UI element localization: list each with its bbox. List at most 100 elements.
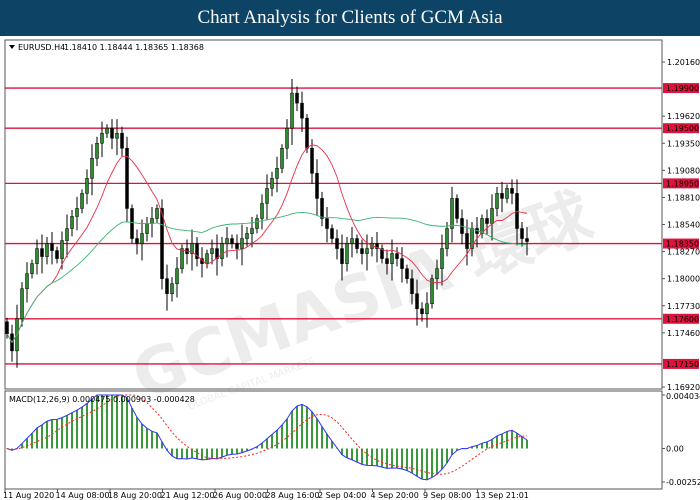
fast-moving-average-line [6,144,528,344]
macd-histogram-bar [506,431,508,449]
macd-histogram-bar [46,421,48,449]
macd-histogram-bar [126,397,128,449]
macd-histogram-bar [21,443,23,449]
macd-y-tick-label: 0.004034 [666,392,700,401]
bear-candle [305,117,309,149]
bull-candle [480,218,484,234]
bull-candle [190,243,194,254]
bull-candle [140,233,144,244]
macd-histogram-bar [226,448,228,456]
bear-candle [500,193,504,199]
macd-histogram-bar [306,406,308,449]
macd-histogram-bar [496,435,498,449]
bull-candle [435,268,439,279]
bull-candle [245,233,249,239]
macd-histogram-bar [141,423,143,449]
macd-histogram-bar [391,448,393,469]
macd-histogram-bar [91,399,93,449]
bull-candle [145,223,149,234]
macd-histogram-bar [511,430,513,449]
macd-histogram-bar [201,448,203,460]
bear-candle [420,308,424,315]
macd-histogram-bar [421,448,423,480]
macd-histogram-bar [326,434,328,449]
bear-candle [415,293,419,310]
bull-candle [220,243,224,259]
bull-candle [450,198,454,229]
macd-histogram-bar [156,432,158,449]
bull-candle [495,193,499,209]
bear-candle [195,243,199,259]
bull-candle [20,288,24,320]
macd-histogram-bar [191,448,193,459]
macd-histogram-bar [456,448,458,451]
macd-histogram-bar [61,417,63,449]
macd-histogram-bar [176,448,178,459]
level-price-badge [663,358,699,369]
macd-histogram-bar [486,441,488,449]
bull-candle [180,248,184,269]
x-tick-label: 11 Aug 2020 [3,491,54,500]
bull-candle [290,92,294,129]
level-price-label: 1.18350 [666,240,699,249]
macd-histogram-bar [286,418,288,449]
bull-candle [425,303,429,315]
macd-histogram-bar [196,448,198,459]
macd-histogram-bar [151,431,153,449]
bear-candle [375,243,379,249]
bear-candle [380,248,384,259]
level-price-label: 1.19500 [666,124,699,133]
bull-candle [155,208,159,219]
y-tick-label: 1.17730 [667,302,700,311]
x-tick-label: 2 Sep 04:00 [318,491,366,500]
bull-candle [210,248,214,254]
bull-candle [45,243,49,257]
macd-histogram-bar [106,395,108,449]
macd-histogram-bar [96,395,98,449]
macd-histogram-bar [216,448,218,459]
macd-histogram-bar [516,433,518,449]
macd-histogram-bar [121,395,123,449]
macd-histogram-bar [491,439,493,449]
macd-histogram-bar [331,441,333,449]
y-tick-label: 1.16920 [667,383,700,392]
macd-histogram-bar [281,424,283,449]
macd-histogram-bar [271,434,273,449]
bull-candle [170,283,174,294]
macd-histogram-bar [451,448,453,455]
macd-histogram-bar [291,410,293,449]
macd-histogram-bar [371,448,373,466]
macd-histogram-bar [416,448,418,477]
bull-candle [265,188,269,204]
macd-histogram-bar [276,430,278,449]
quote-readout: 1.18410 1.18444 1.18365 1.18368 [64,43,204,52]
bear-candle [455,198,459,219]
bull-candle [260,203,264,219]
bear-candle [295,92,299,104]
bear-candle [485,218,489,224]
page-title: Chart Analysis for Clients of GCM Asia [0,0,700,36]
bear-candle [525,238,529,242]
bear-candle [5,321,9,335]
macd-histogram-bar [246,448,248,451]
macd-histogram-bar [101,395,103,449]
bull-candle [100,132,104,144]
macd-histogram-bar [256,446,258,449]
watermark-text: GCMASIA 環球 [123,180,603,415]
bear-candle [230,238,234,244]
macd-histogram-bar [366,448,368,466]
macd-label: MACD(12,26,9) 0.000475 0.000903 -0.00042… [9,395,195,404]
macd-histogram-bar [261,443,263,449]
bear-candle [40,248,44,257]
macd-histogram-bar [31,433,33,449]
dropdown-triangle-icon[interactable] [9,45,15,49]
main-panel-frame [4,39,663,390]
x-tick-label: 21 Aug 12:00 [161,491,215,500]
macd-histogram-bar [521,436,523,449]
bear-candle [400,258,404,269]
y-tick-label: 1.18810 [667,193,700,202]
bear-candle [120,132,124,149]
x-tick-label: 26 Aug 00:00 [213,491,267,500]
bull-candle [150,218,154,224]
